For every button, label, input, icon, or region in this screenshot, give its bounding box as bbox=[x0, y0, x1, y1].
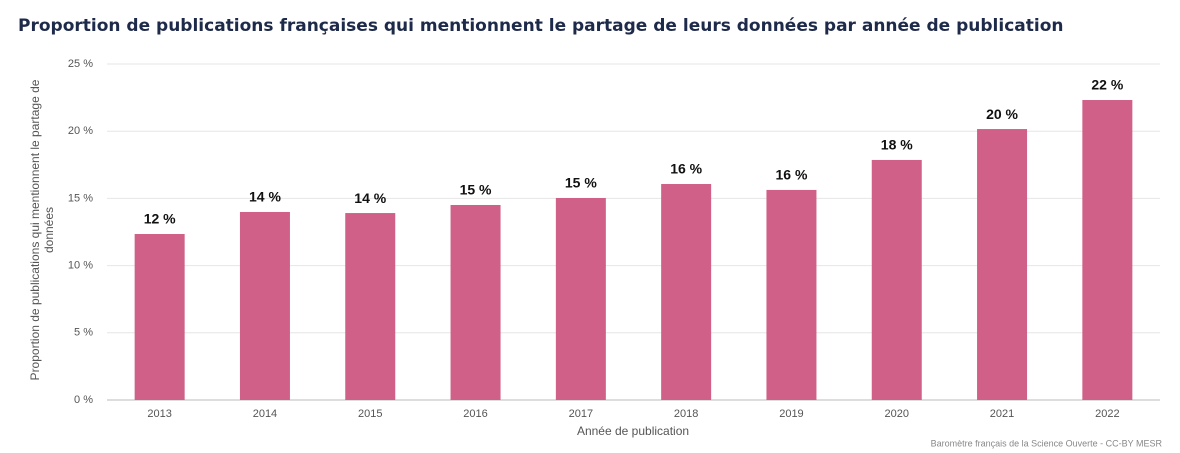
y-tick-label: 5 % bbox=[74, 327, 93, 339]
x-tick-label: 2020 bbox=[885, 408, 909, 420]
value-label: 14 % bbox=[354, 190, 386, 206]
value-label: 15 % bbox=[565, 175, 597, 191]
value-label: 20 % bbox=[986, 106, 1018, 122]
bar bbox=[871, 159, 922, 400]
value-label: 16 % bbox=[670, 161, 702, 177]
y-tick-label: 20 % bbox=[68, 125, 93, 137]
bar bbox=[766, 189, 817, 400]
value-label: 12 % bbox=[144, 211, 176, 227]
value-label: 15 % bbox=[460, 182, 492, 198]
value-label: 22 % bbox=[1091, 77, 1123, 93]
bar bbox=[555, 197, 606, 400]
value-label: 16 % bbox=[775, 167, 807, 183]
y-axis-title: Proportion de publications qui mentionne… bbox=[28, 79, 56, 381]
bar bbox=[134, 234, 185, 400]
y-tick-label: 15 % bbox=[68, 192, 93, 204]
x-tick-label: 2017 bbox=[569, 408, 593, 420]
x-tick-label: 2019 bbox=[779, 408, 803, 420]
bar bbox=[661, 184, 712, 400]
bar bbox=[450, 204, 501, 400]
bar bbox=[977, 129, 1028, 400]
source-note: Baromètre français de la Science Ouverte… bbox=[931, 438, 1163, 448]
x-tick-label: 2022 bbox=[1095, 408, 1119, 420]
value-label: 14 % bbox=[249, 189, 281, 205]
bar bbox=[1082, 100, 1133, 401]
x-axis-title: Année de publication bbox=[577, 424, 689, 438]
x-tick-label: 2018 bbox=[674, 408, 698, 420]
chart-title: Proportion de publications françaises qu… bbox=[18, 16, 1064, 36]
bar bbox=[239, 211, 290, 400]
x-tick-label: 2016 bbox=[463, 408, 487, 420]
y-tick-label: 25 % bbox=[68, 58, 93, 70]
x-tick-label: 2015 bbox=[358, 408, 382, 420]
y-tick-label: 10 % bbox=[68, 260, 93, 272]
x-tick-label: 2014 bbox=[253, 408, 277, 420]
x-tick-label: 2013 bbox=[147, 408, 171, 420]
bar bbox=[345, 213, 396, 400]
x-tick-label: 2021 bbox=[990, 408, 1014, 420]
y-tick-label: 0 % bbox=[74, 394, 93, 406]
value-label: 18 % bbox=[881, 137, 913, 153]
